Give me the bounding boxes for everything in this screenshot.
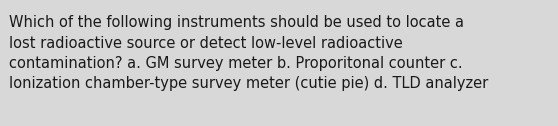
Text: Which of the following instruments should be used to locate a
lost radioactive s: Which of the following instruments shoul… [9, 15, 488, 91]
